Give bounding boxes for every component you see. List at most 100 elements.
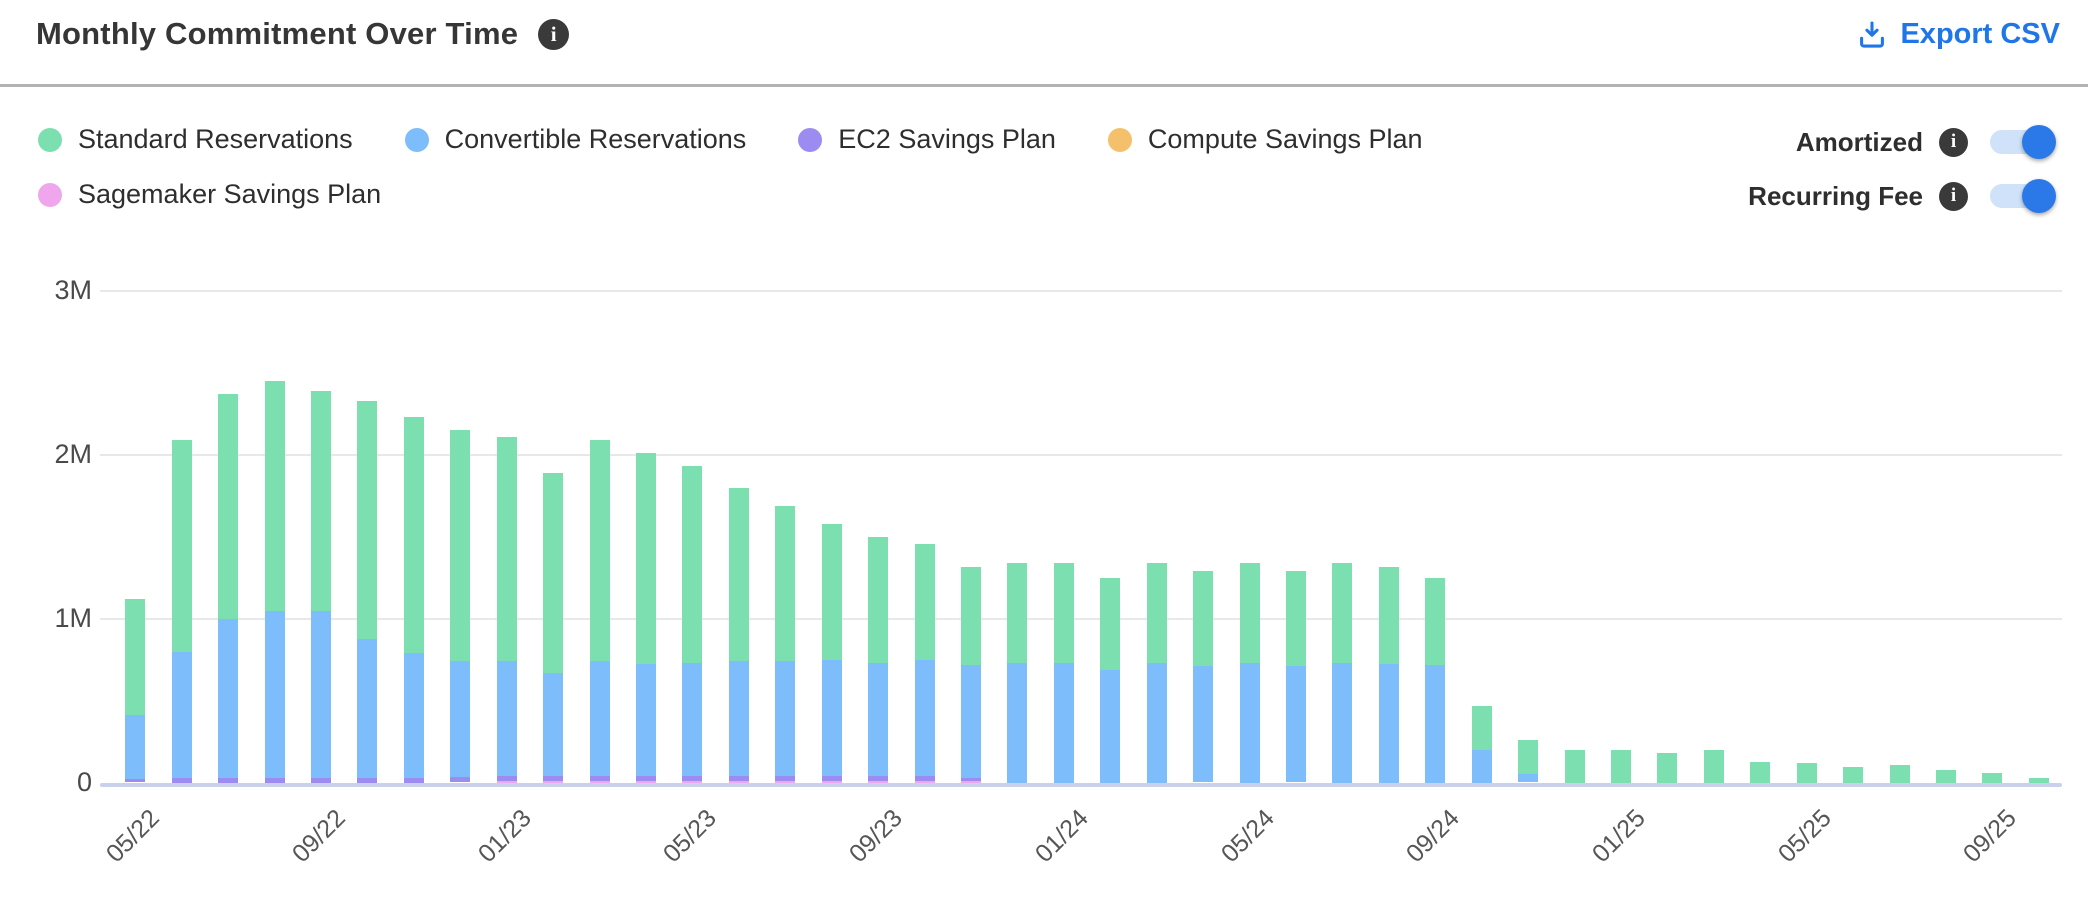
card-header: Monthly Commitment Over Time i Export CS…	[0, 0, 2088, 84]
legend-item-standard-reservations[interactable]: Standard Reservations	[38, 124, 353, 155]
bar-09-23[interactable]	[868, 537, 888, 783]
bar-segment-convertible-reservations	[1193, 666, 1213, 782]
bar-segment-standard-reservations	[961, 567, 981, 665]
bar-segment-ec2-savings-plan	[822, 776, 842, 781]
x-tick-label: 05/22	[100, 804, 165, 869]
bar-segment-ec2-savings-plan	[265, 778, 285, 783]
bar-segment-standard-reservations	[1611, 750, 1631, 783]
bar-08-24[interactable]	[1379, 567, 1399, 783]
title-info-icon[interactable]: i	[538, 18, 570, 50]
bar-11-23[interactable]	[961, 567, 981, 783]
bar-05-23[interactable]	[682, 466, 702, 783]
bar-07-23[interactable]	[775, 506, 795, 784]
recurring-fee-toggle[interactable]	[1990, 179, 2056, 213]
bar-08-23[interactable]	[822, 524, 842, 783]
bar-segment-standard-reservations	[1332, 563, 1352, 663]
toggle-knob	[2022, 125, 2056, 159]
bar-02-23[interactable]	[543, 473, 563, 783]
bar-segment-ec2-savings-plan	[682, 776, 702, 781]
bar-11-22[interactable]	[404, 417, 424, 783]
bar-12-22[interactable]	[450, 430, 470, 783]
bar-segment-convertible-reservations	[172, 652, 192, 778]
bar-06-23[interactable]	[729, 488, 749, 783]
gridline-1M	[100, 618, 2062, 620]
bar-01-24[interactable]	[1054, 563, 1074, 783]
bar-segment-standard-reservations	[822, 524, 842, 660]
bar-10-23[interactable]	[915, 544, 935, 783]
x-tick-label: 01/24	[1029, 804, 1094, 869]
bar-04-24[interactable]	[1193, 571, 1213, 783]
bar-segment-standard-reservations	[1750, 762, 1770, 783]
legend-item-ec2-savings-plan[interactable]: EC2 Savings Plan	[798, 124, 1056, 155]
x-tick-label: 09/23	[843, 804, 908, 869]
bar-segment-standard-reservations	[1193, 571, 1213, 666]
bar-segment-standard-reservations	[1797, 763, 1817, 783]
x-tick-label: 05/25	[1772, 804, 1837, 869]
bar-segment-standard-reservations	[1890, 765, 1910, 783]
bar-05-22[interactable]	[125, 599, 145, 783]
bar-03-23[interactable]	[590, 440, 610, 783]
bar-01-25[interactable]	[1611, 750, 1631, 783]
bar-segment-standard-reservations	[1704, 750, 1724, 783]
bar-segment-standard-reservations	[125, 599, 145, 715]
bar-segment-ec2-savings-plan	[915, 776, 935, 781]
y-tick-label: 3M	[54, 275, 92, 305]
bar-06-24[interactable]	[1286, 571, 1306, 783]
legend-item-convertible-reservations[interactable]: Convertible Reservations	[404, 124, 746, 155]
bar-09-22[interactable]	[311, 391, 331, 783]
bar-07-24[interactable]	[1332, 563, 1352, 783]
legend-item-compute-savings-plan[interactable]: Compute Savings Plan	[1107, 124, 1423, 155]
bar-segment-sagemaker-savings-plan	[729, 781, 749, 783]
bar-segment-standard-reservations	[1657, 753, 1677, 783]
bar-09-24[interactable]	[1425, 578, 1445, 783]
amortized-toggle[interactable]	[1990, 125, 2056, 159]
bar-03-25[interactable]	[1704, 750, 1724, 783]
bar-09-25[interactable]	[1982, 773, 2002, 783]
bar-12-24[interactable]	[1565, 750, 1585, 783]
toggle-label: Recurring Fee	[1748, 180, 1923, 211]
info-icon[interactable]: i	[1939, 181, 1968, 211]
bar-10-25[interactable]	[2029, 778, 2049, 783]
bar-segment-standard-reservations	[1982, 773, 2002, 783]
bar-segment-standard-reservations	[868, 537, 888, 663]
bar-10-22[interactable]	[357, 401, 377, 783]
bar-02-25[interactable]	[1657, 753, 1677, 783]
bar-segment-sagemaker-savings-plan	[636, 781, 656, 783]
bar-segment-ec2-savings-plan	[590, 776, 610, 781]
bar-segment-standard-reservations	[1054, 563, 1074, 663]
bar-segment-standard-reservations	[357, 401, 377, 639]
bar-segment-standard-reservations	[218, 394, 238, 619]
bar-segment-convertible-reservations	[1147, 663, 1167, 783]
bar-08-25[interactable]	[1936, 770, 1956, 783]
bar-05-24[interactable]	[1240, 563, 1260, 783]
bar-segment-ec2-savings-plan	[218, 778, 238, 783]
bar-segment-convertible-reservations	[311, 611, 331, 778]
bar-05-25[interactable]	[1797, 763, 1817, 783]
bar-04-25[interactable]	[1750, 762, 1770, 783]
bar-10-24[interactable]	[1472, 706, 1492, 783]
bar-07-25[interactable]	[1890, 765, 1910, 783]
bar-04-23[interactable]	[636, 453, 656, 783]
legend-label: Standard Reservations	[78, 124, 353, 154]
bar-06-22[interactable]	[172, 440, 192, 783]
bar-segment-standard-reservations	[1425, 578, 1445, 665]
bar-segment-convertible-reservations	[915, 660, 935, 776]
legend-item-sagemaker-savings-plan[interactable]: Sagemaker Savings Plan	[38, 179, 381, 210]
bar-06-25[interactable]	[1843, 767, 1863, 783]
bar-03-24[interactable]	[1147, 563, 1167, 783]
bar-segment-standard-reservations	[590, 440, 610, 661]
export-csv-button[interactable]: Export CSV	[1856, 18, 2060, 51]
bar-02-24[interactable]	[1100, 578, 1120, 783]
legend-dot-icon	[404, 127, 429, 152]
bar-07-22[interactable]	[218, 394, 238, 783]
bar-segment-standard-reservations	[636, 453, 656, 665]
info-icon[interactable]: i	[1939, 127, 1968, 157]
legend-dot-icon	[798, 127, 823, 152]
bar-11-24[interactable]	[1518, 740, 1538, 783]
bar-segment-convertible-reservations	[822, 660, 842, 776]
bar-01-23[interactable]	[497, 437, 517, 784]
bar-12-23[interactable]	[1007, 563, 1027, 783]
bar-segment-convertible-reservations	[590, 661, 610, 776]
bar-segment-standard-reservations	[1240, 563, 1260, 663]
bar-08-22[interactable]	[265, 381, 285, 783]
